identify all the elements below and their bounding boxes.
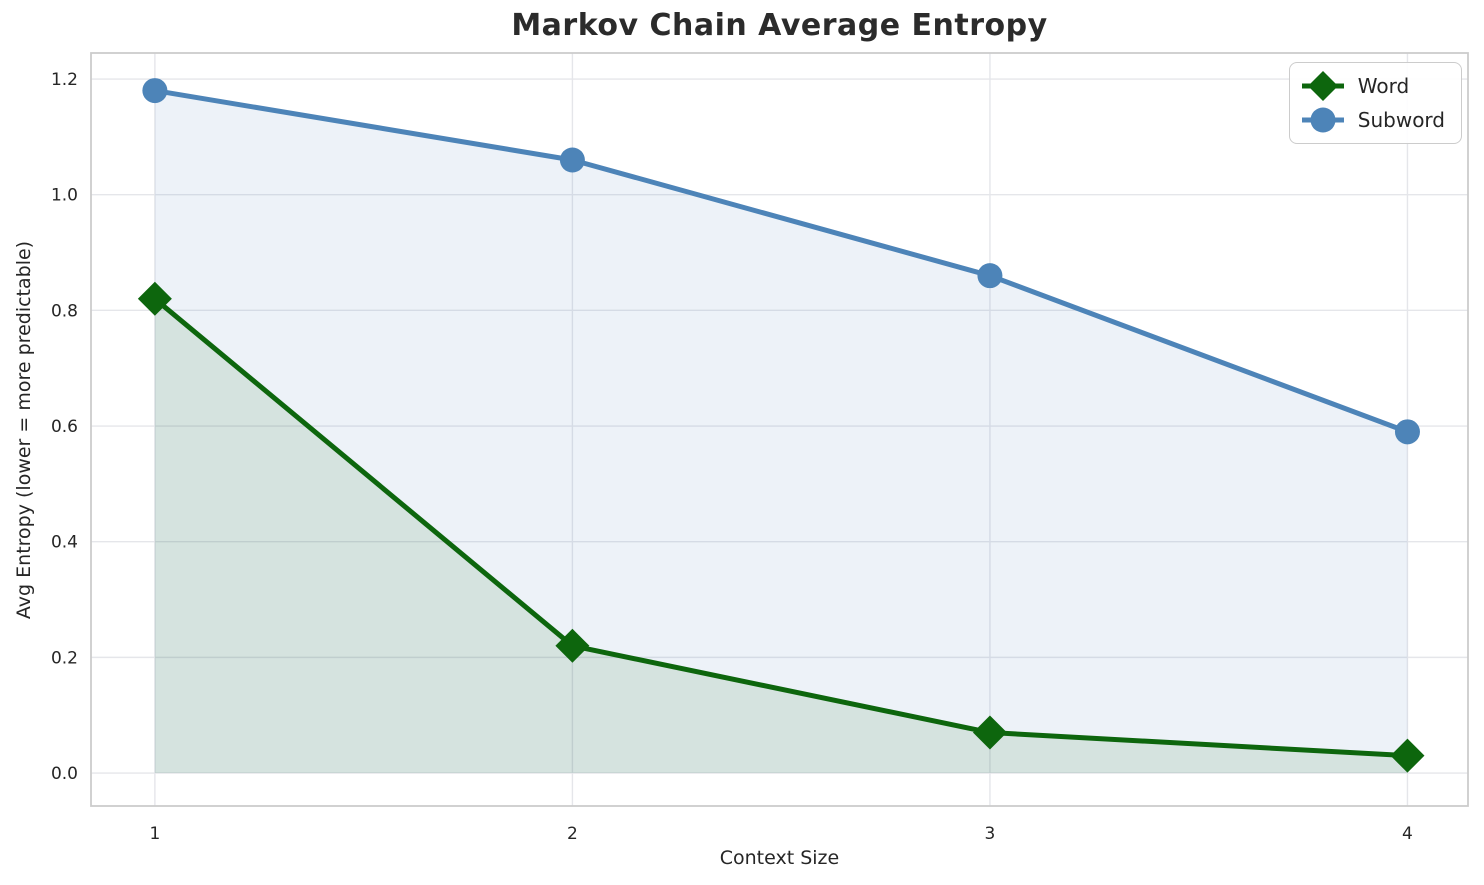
- subword-point: [142, 78, 168, 104]
- word-area: [154, 298, 1408, 774]
- legend-entry-word: Word: [1300, 70, 1445, 102]
- x-axis-title: Context Size: [719, 847, 840, 869]
- subword-area: [154, 90, 1408, 774]
- y-tick-label: 0.8: [51, 301, 78, 321]
- x-tick-label: 1: [149, 824, 160, 844]
- legend-label-word: Word: [1357, 74, 1410, 98]
- plot-border: [90, 52, 1469, 807]
- y-tick-label: 1.0: [51, 186, 78, 206]
- circle-icon: [1310, 107, 1336, 133]
- subword-point: [1394, 419, 1420, 445]
- diamond-icon: [1307, 71, 1338, 101]
- legend-label-subword: Subword: [1357, 108, 1445, 132]
- subword-line: [152, 88, 1410, 435]
- y-tick-label: 0.4: [51, 533, 78, 553]
- x-tick-label: 4: [1402, 824, 1413, 844]
- word-series-icon: [1301, 71, 1344, 101]
- x-tick-label: 2: [567, 824, 578, 844]
- y-tick-label: 0.6: [51, 417, 78, 437]
- subword-point: [977, 263, 1003, 289]
- y-tick-label: 0.0: [51, 764, 78, 784]
- legend-entry-subword: Subword: [1300, 104, 1445, 136]
- word-point: [972, 715, 1007, 750]
- y-tick-label: 0.2: [51, 648, 78, 668]
- subword-series-icon: [1301, 107, 1344, 133]
- word-line: [152, 296, 1410, 759]
- legend: Word Subword: [1288, 62, 1462, 144]
- y-tick-label: 1.2: [51, 70, 78, 90]
- word-point: [1390, 738, 1425, 773]
- x-tick-label: 3: [985, 824, 996, 844]
- subword-point: [559, 147, 585, 173]
- word-point: [137, 281, 172, 316]
- chart-title: Markov Chain Average Entropy: [511, 8, 1048, 43]
- word-point: [555, 628, 590, 663]
